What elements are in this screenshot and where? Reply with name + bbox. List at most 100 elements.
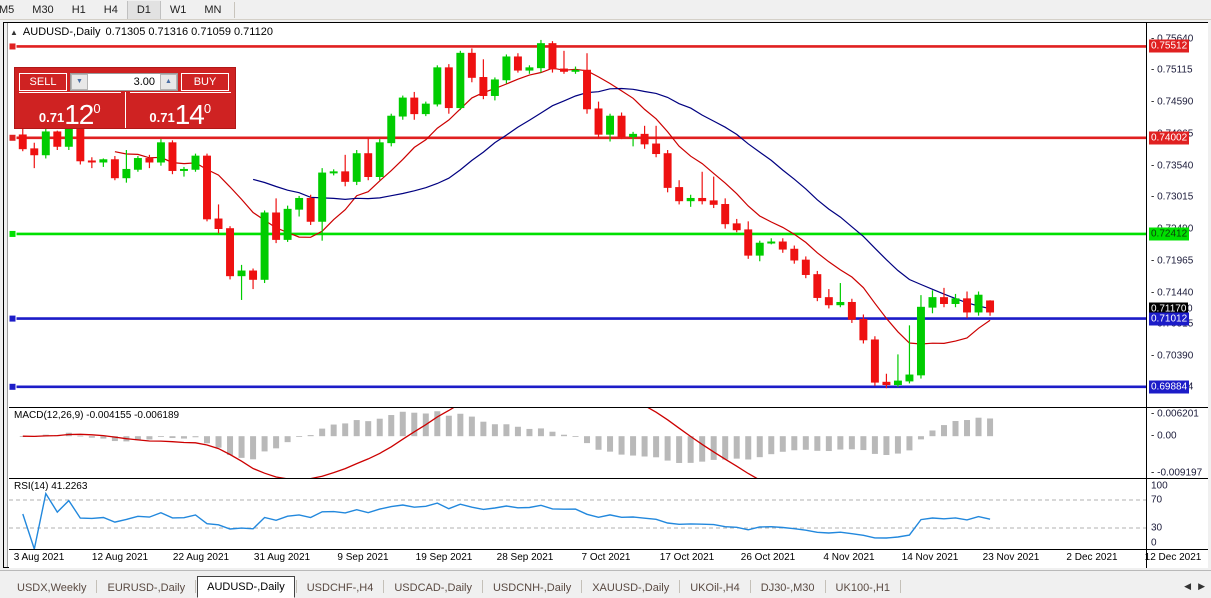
candle xyxy=(180,166,188,177)
macd-histogram-bar xyxy=(204,436,211,444)
candle xyxy=(191,153,200,172)
chart-tab-audusd-daily[interactable]: AUDUSD-,Daily xyxy=(197,576,295,598)
price-pane: - 0.75640- 0.75115- 0.74590- 0.74065- 0.… xyxy=(9,23,1208,407)
candle xyxy=(778,238,787,253)
buy-price-block[interactable]: 0.71 14 0 xyxy=(126,92,236,128)
price-level-label[interactable]: 0.74002 xyxy=(1149,131,1190,145)
macd-histogram-bar xyxy=(560,434,567,437)
price-tick: - 0.75640 xyxy=(1151,33,1194,45)
sell-price-block[interactable]: 0.71 12 0 xyxy=(15,92,126,128)
chevron-up-icon[interactable]: ▲ xyxy=(160,73,177,90)
candle xyxy=(744,221,753,259)
chart-tab-usdchf-h4[interactable]: USDCHF-,H4 xyxy=(306,581,374,594)
candle xyxy=(87,157,96,169)
resistance-line-074002-handle xyxy=(9,133,17,142)
chart-tab-usdx-weekly[interactable]: USDX,Weekly xyxy=(17,581,87,594)
buy-button[interactable]: BUY xyxy=(181,72,229,91)
toolbar-separator xyxy=(234,1,236,18)
chart-canvas[interactable]: ▲ AUDUSD-,Daily 0.71305 0.71316 0.71059 … xyxy=(3,22,1208,568)
rsi-indicator-plot xyxy=(9,491,1146,549)
candle xyxy=(974,291,983,316)
macd-histogram-bar xyxy=(802,436,809,450)
timeframe-d1[interactable]: D1 xyxy=(126,0,161,19)
chart-tab-usdcnh-daily[interactable]: USDCNH-,Daily xyxy=(492,581,572,594)
sell-divider xyxy=(19,92,121,93)
chevron-right-icon[interactable]: ▶ xyxy=(1198,581,1205,591)
macd-histogram-bar xyxy=(342,423,349,437)
chart-left-scroll-gutter[interactable] xyxy=(4,23,8,567)
candle xyxy=(352,149,361,186)
candle xyxy=(928,290,937,314)
volume-input[interactable]: 3.00 xyxy=(88,73,160,90)
chart-tab-dj30-m30[interactable]: DJ30-,M30 xyxy=(760,581,815,594)
timeframe-m30[interactable]: M30 xyxy=(32,3,54,16)
candle xyxy=(410,91,419,120)
macd-histogram-bar xyxy=(100,436,107,439)
one-click-trading-panel[interactable]: SELL ▼ 3.00 ▲ BUY 0.71 12 0 0.71 xyxy=(14,67,236,129)
candlestick-plot xyxy=(9,39,1146,391)
chevron-left-icon[interactable]: ◀ xyxy=(1184,581,1192,591)
candle xyxy=(272,198,281,244)
candle xyxy=(364,137,373,181)
timeframe-m5[interactable]: M5 xyxy=(0,3,15,16)
candle xyxy=(940,287,948,308)
x-axis-date-label: 26 Oct 2021 xyxy=(740,552,796,563)
price-tick: - 0.73540 xyxy=(1151,160,1194,172)
x-axis-date-label: 17 Oct 2021 xyxy=(659,552,715,563)
level-line-069884-handle xyxy=(9,382,17,391)
sell-button[interactable]: SELL xyxy=(19,72,67,91)
x-axis-date-label: 28 Sep 2021 xyxy=(496,552,554,563)
macd-histogram-bar xyxy=(503,424,510,437)
candle xyxy=(916,295,925,379)
price-level-label[interactable]: 0.69884 xyxy=(1149,380,1190,394)
chevron-down-icon[interactable]: ▼ xyxy=(71,73,88,90)
macd-histogram-bar xyxy=(330,424,337,437)
price-level-label[interactable]: 0.72412 xyxy=(1149,227,1190,241)
macd-histogram-bar xyxy=(722,436,729,460)
macd-histogram-bar xyxy=(848,436,855,450)
macd-histogram-bar xyxy=(837,436,844,450)
price-plot-area[interactable] xyxy=(9,23,1146,407)
level-line-071012-handle xyxy=(9,314,17,323)
candle xyxy=(283,205,292,242)
chart-tab-usdcad-daily[interactable]: USDCAD-,Daily xyxy=(394,581,472,594)
tab-separator xyxy=(824,580,826,593)
macd-histogram-bar xyxy=(250,436,257,460)
macd-plot-area[interactable] xyxy=(9,408,1146,478)
candle xyxy=(640,125,649,149)
timeframe-mn[interactable]: MN xyxy=(204,3,222,16)
chart-tab-xauusd-daily[interactable]: XAUUSD-,Daily xyxy=(592,581,670,594)
candle xyxy=(893,354,902,388)
macd-histogram-bar xyxy=(180,436,187,439)
price-level-label[interactable]: 0.71012 xyxy=(1149,312,1190,326)
candle xyxy=(156,139,165,166)
macd-histogram-bar xyxy=(111,436,118,442)
rsi-plot-area[interactable] xyxy=(9,479,1146,549)
chart-tab-eurusd-daily[interactable]: EURUSD-,Daily xyxy=(107,581,186,594)
macd-histogram-bar xyxy=(653,436,660,458)
candle xyxy=(295,195,304,217)
chart-tab-strip: ◀ ▶ USDX,Weekly EURUSD-,Daily AUDUSD-,Dail… xyxy=(0,570,1211,598)
chart-tab-uk100-h1[interactable]: UK100-,H1 xyxy=(835,581,890,594)
chart-tab-ukoil-h4[interactable]: UKOil-,H4 xyxy=(690,581,740,594)
buy-price-prefix: 0.71 xyxy=(149,110,175,125)
tab-separator xyxy=(679,580,681,593)
timeframe-h4[interactable]: H4 xyxy=(103,3,118,16)
candle xyxy=(951,293,960,308)
price-y-axis[interactable]: - 0.75640- 0.75115- 0.74590- 0.74065- 0.… xyxy=(1146,23,1208,407)
macd-histogram-bar xyxy=(687,436,694,463)
timeframe-h1[interactable]: H1 xyxy=(71,3,86,16)
buy-price-main: 14 xyxy=(174,98,205,130)
price-level-label[interactable]: 0.75512 xyxy=(1149,39,1190,53)
x-axis-date-label: 12 Aug 2021 xyxy=(91,552,149,563)
macd-histogram-bar xyxy=(169,436,176,439)
x-axis-pane: 3 Aug 2021 12 Aug 2021 22 Aug 2021 31 Aug 2… xyxy=(9,549,1208,568)
volume-stepper[interactable]: ▼ 3.00 ▲ xyxy=(70,72,178,91)
macd-histogram-bar xyxy=(480,421,487,437)
triangle-up-icon[interactable]: ▲ xyxy=(10,27,18,37)
timeframe-w1[interactable]: W1 xyxy=(169,3,187,16)
macd-histogram-bar xyxy=(871,436,878,454)
candle xyxy=(387,113,396,147)
candle xyxy=(513,53,522,73)
